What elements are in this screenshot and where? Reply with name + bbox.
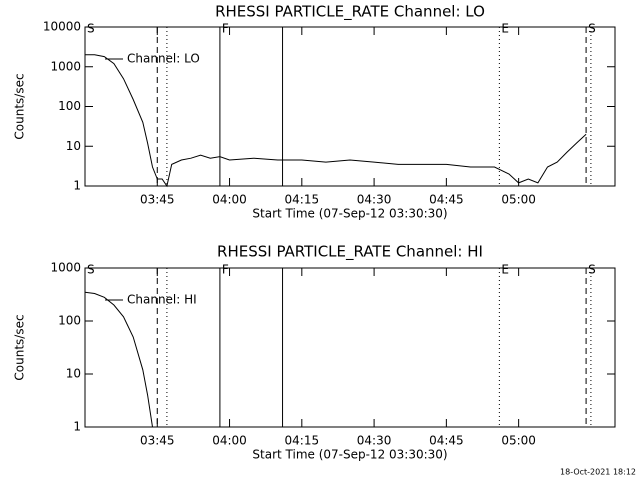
x-axis-label: Start Time (07-Sep-12 03:30:30) (252, 207, 447, 221)
y-tick-label: 10000 (43, 20, 81, 34)
y-tick-label: 10 (66, 367, 81, 381)
data-line (84, 291, 153, 428)
x-tick-label: 04:30 (357, 434, 392, 448)
x-tick-label: 04:00 (212, 193, 247, 207)
y-axis-label: Counts/sec (13, 314, 27, 380)
data-line (85, 54, 587, 188)
plot-frame (84, 267, 616, 428)
event-label: S (588, 263, 596, 277)
x-tick-label: 03:45 (140, 434, 175, 448)
x-tick-label: 04:15 (285, 193, 320, 207)
y-tick-label: 100 (58, 99, 81, 113)
x-tick-label: 05:00 (501, 434, 536, 448)
event-label: E (501, 263, 509, 277)
chart-title: RHESSI PARTICLE_RATE Channel: LO (215, 3, 485, 22)
x-tick-label: 04:15 (285, 434, 320, 448)
x-tick-label: 04:00 (212, 434, 247, 448)
y-tick-label: 1 (73, 179, 81, 193)
y-tick-label: 10 (66, 139, 81, 153)
x-tick-label: 04:45 (429, 193, 464, 207)
event-label: S (87, 263, 95, 277)
y-tick-label: 1000 (50, 59, 81, 73)
x-tick-label: 04:45 (429, 434, 464, 448)
chart-title: RHESSI PARTICLE_RATE Channel: HI (217, 243, 483, 262)
x-axis-label: Start Time (07-Sep-12 03:30:30) (252, 448, 447, 462)
event-label: F (222, 22, 229, 36)
legend-label: Channel: HI (127, 293, 197, 307)
legend-label: Channel: LO (127, 52, 200, 66)
x-tick-label: 05:00 (501, 193, 536, 207)
event-label: F (222, 263, 229, 277)
y-tick-label: 1000 (50, 261, 81, 275)
event-label: S (87, 22, 95, 36)
event-label: E (501, 22, 509, 36)
y-tick-label: 100 (58, 314, 81, 328)
x-tick-label: 03:45 (140, 193, 175, 207)
y-axis-label: Counts/sec (13, 73, 27, 139)
y-tick-label: 1 (73, 420, 81, 434)
footer: 18-Oct-2021 18:12 (560, 468, 636, 477)
event-label: S (588, 22, 596, 36)
x-tick-label: 04:30 (357, 193, 392, 207)
